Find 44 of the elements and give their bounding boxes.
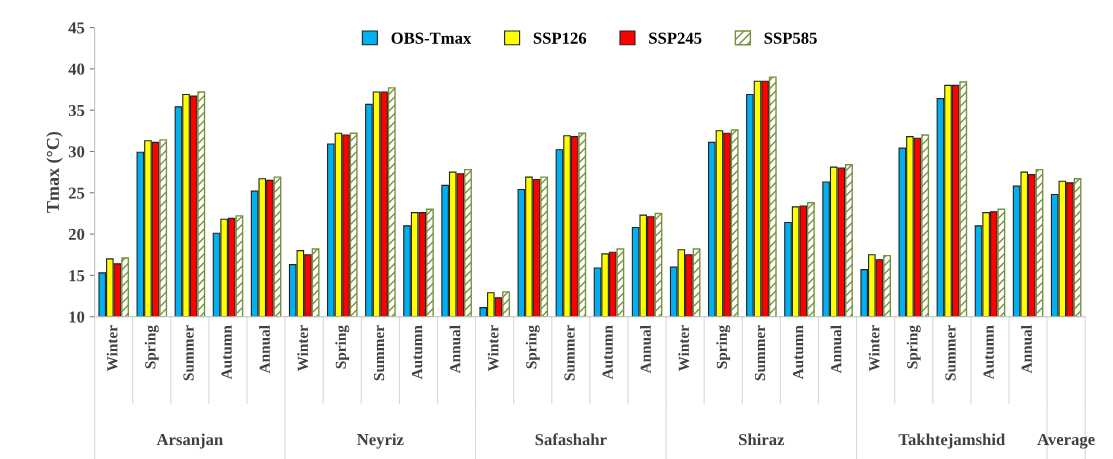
x-tick-label: Annual [830,325,842,374]
y-tick-label: 30 [68,146,85,158]
x-tick-label: Winter [868,325,880,372]
x-tick-label: Summer [564,325,575,381]
y-tick-label: 10 [69,311,85,323]
legend-label: SSP585 [764,32,817,44]
x-tick-label: Spring [525,325,540,369]
y-tick-label: 20 [68,228,85,241]
x-tick-label: Spring [716,325,731,369]
x-tick-label: Autumn [412,325,423,380]
y-axis-title: Tmax (°C) [46,131,63,213]
legend-label: SSP245 [649,32,702,44]
y-tick-label: 15 [69,270,85,282]
x-tick-label: Autumn [602,325,613,380]
x-tick-label: Annual [449,325,461,374]
text: Shiraz [739,433,785,446]
x-tick-label: Annual [259,325,270,374]
x-tick-label: Winter [297,325,309,372]
x-tick-label: Winter [487,325,499,372]
x-tick-label: Spring [335,325,350,369]
y-tick-label: 25 [68,187,85,199]
legend-label: SSP126 [533,32,587,44]
x-tick-label: Annual [640,325,651,374]
text: Neyriz [357,433,404,449]
y-tick-label: 35 [68,104,85,117]
x-tick-label: Summer [373,325,385,381]
x-tick-label: Annual [1021,325,1032,374]
x-tick-label: Spring [144,325,159,369]
text: Safashahr [535,433,607,446]
x-tick-label: Autumn [221,325,232,380]
text: Takhtejamshid [898,433,1006,449]
y-tick-label: 45 [68,22,85,34]
y-tick-label: 40 [68,63,85,75]
x-tick-label: Winter [106,325,118,372]
legend-label: OBS-Tmax [391,32,472,44]
x-tick-label: Summer [754,325,766,381]
text: Arsanjan [156,433,223,449]
x-tick-label: Autumn [983,325,994,380]
x-tick-label: Summer [945,325,956,381]
x-tick-label: Summer [183,325,194,381]
text: Average [1037,433,1095,449]
x-tick-label: Autumn [793,325,804,380]
x-tick-label: Winter [678,325,690,372]
x-tick-label: Spring [906,325,921,369]
